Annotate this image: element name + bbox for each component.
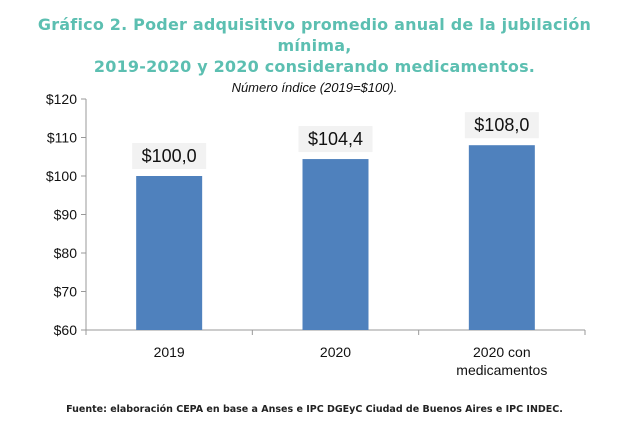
y-tick-label: $70	[54, 284, 78, 300]
data-label-background	[298, 126, 373, 153]
x-tick-label: 2019	[154, 344, 185, 360]
bar	[136, 176, 203, 330]
x-tick-label: medicamentos	[456, 362, 547, 378]
bar	[302, 159, 369, 330]
bar-chart: $60 $70 $80 $90 $100 $110 $120 $100,0 2019 $104,4…	[46, 91, 586, 378]
data-label: $108,0	[474, 115, 529, 135]
data-label-background	[464, 112, 539, 139]
x-tick-label: 2020	[320, 344, 351, 360]
chart-subtitle: Número índice (2019=$100).	[231, 80, 398, 95]
data-label: $104,4	[308, 129, 363, 149]
chart-title-line-2: 2019-2020 y 2020 considerando medicament…	[93, 57, 536, 76]
chart-title: Gráfico 2. Poder adquisitivo promedio an…	[0, 14, 629, 77]
y-tick-label: $80	[54, 245, 78, 261]
source-note: Fuente: elaboración CEPA en base a Anses…	[66, 404, 563, 415]
y-tick-label: $90	[54, 207, 78, 223]
y-tick-label: $120	[46, 91, 77, 107]
data-label-background	[132, 143, 207, 169]
bar	[468, 145, 535, 330]
chart-title-line-1: Gráfico 2. Poder adquisitivo promedio an…	[37, 15, 592, 55]
y-tick-label: $100	[46, 168, 77, 184]
y-tick-label: $60	[54, 322, 78, 338]
y-tick-label: $110	[47, 130, 77, 146]
x-tick-label: 2020 con	[473, 344, 531, 360]
data-label: $100,0	[142, 146, 197, 166]
